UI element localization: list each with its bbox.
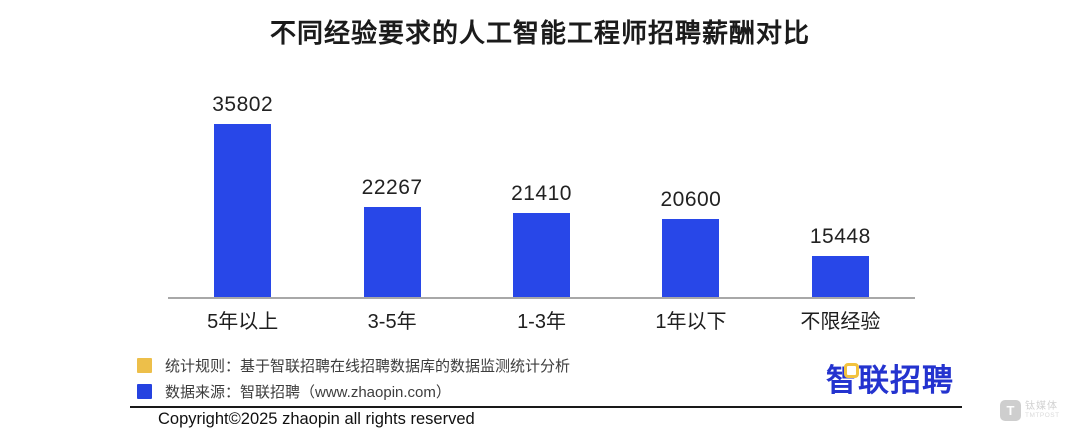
x-axis-label: 不限经验 xyxy=(800,311,881,333)
bar xyxy=(363,206,421,297)
tmtpost-logo-icon: T xyxy=(1000,400,1021,421)
x-axis-label: 5年以上 xyxy=(207,311,279,333)
tmtpost-english-label: TMTPOST xyxy=(1025,412,1060,420)
legend-item: 统计规则：基于智联招聘在线招聘数据库的数据监测统计分析 xyxy=(137,354,570,376)
bar-value-label: 22267 xyxy=(361,175,423,199)
zhaopin-logo-accent-icon xyxy=(844,363,859,378)
footer-divider xyxy=(130,406,962,408)
x-axis-label: 1年以下 xyxy=(655,311,727,333)
bar-column: 22267 xyxy=(317,93,466,297)
tmtpost-watermark-text: 钛媒体 TMTPOST xyxy=(1025,401,1060,419)
zhaopin-logo: 智联招聘 xyxy=(826,360,961,402)
bar-value-label: 15448 xyxy=(809,225,871,249)
legend-item: 数据来源：智联招聘（www.zhaopin.com） xyxy=(137,380,570,402)
x-axis-label: 3-5年 xyxy=(367,311,417,333)
legend-label: 数据来源：智联招聘（www.zhaopin.com） xyxy=(165,383,451,401)
bar xyxy=(214,124,272,297)
legend-label: 统计规则：基于智联招聘在线招聘数据库的数据监测统计分析 xyxy=(165,357,571,375)
bar-value-label: 21410 xyxy=(511,182,572,205)
tmtpost-chinese-label: 钛媒体 xyxy=(1025,401,1058,413)
bar xyxy=(811,256,869,297)
chart-title: 不同经验要求的人工智能工程师招聘薪酬对比 xyxy=(269,18,810,48)
bar-column: 35802 xyxy=(168,93,317,297)
copyright-text: Copyright©2025 zhaopin all rights reserv… xyxy=(158,410,475,428)
bar-value-label: 20600 xyxy=(660,187,722,211)
x-axis-labels: 5年以上 3-5年 1-3年 1年以下 不限经验 xyxy=(168,305,915,334)
bar-column: 20600 xyxy=(616,93,765,297)
legend: 统计规则：基于智联招聘在线招聘数据库的数据监测统计分析 数据来源：智联招聘（ww… xyxy=(137,354,570,406)
bar-column: 15448 xyxy=(766,93,915,297)
plot-area: 35802 22267 21410 20600 15448 xyxy=(168,93,915,299)
bar-column: 21410 xyxy=(467,93,616,297)
legend-swatch-blue xyxy=(137,383,152,399)
x-axis-label: 1-3年 xyxy=(517,311,566,333)
bar xyxy=(662,218,720,297)
bar-value-label: 35802 xyxy=(212,93,274,116)
bar xyxy=(513,213,571,297)
legend-swatch-yellow xyxy=(137,357,152,373)
tmtpost-watermark: T 钛媒体 TMTPOST xyxy=(1000,400,1060,421)
